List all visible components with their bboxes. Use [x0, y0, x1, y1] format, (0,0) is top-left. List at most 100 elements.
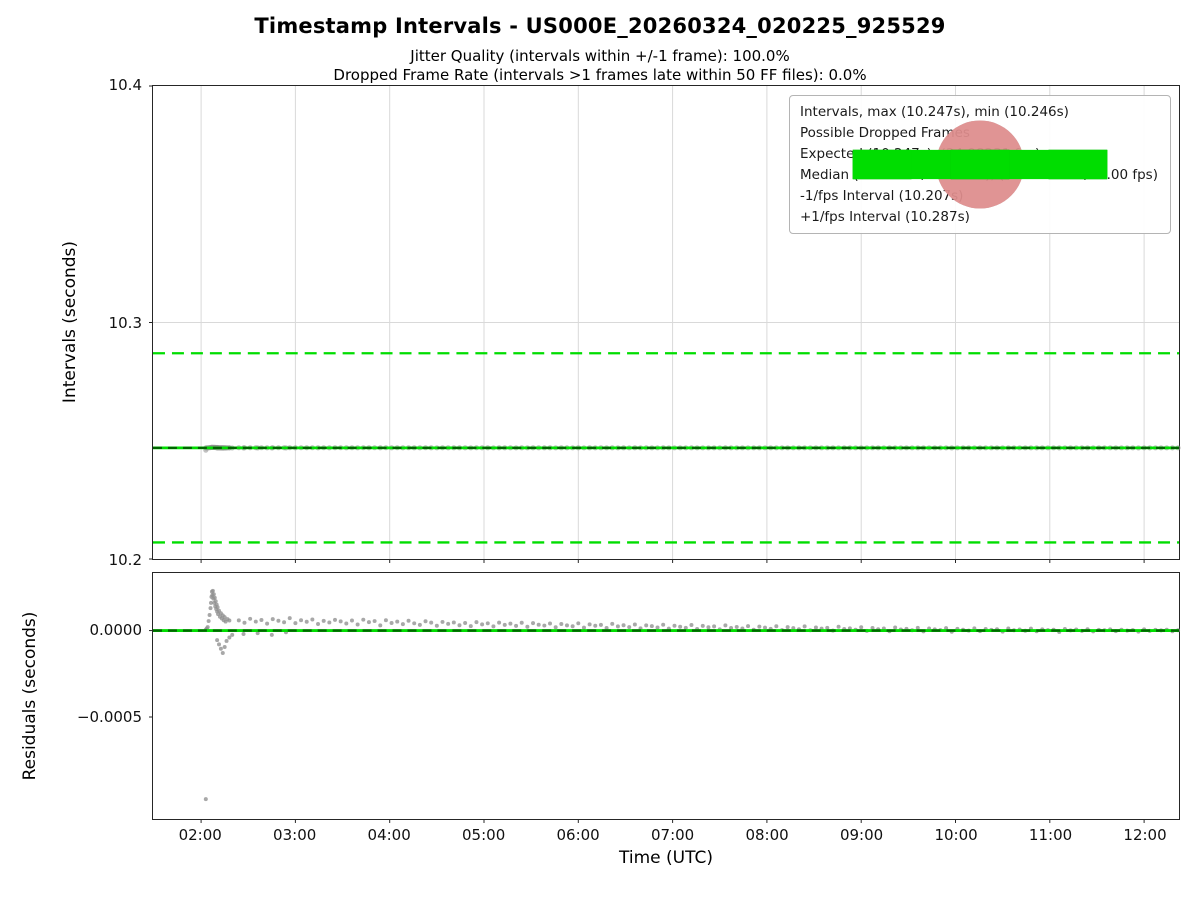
- residual-point: [570, 624, 575, 629]
- residual-point: [825, 625, 830, 630]
- residual-point: [683, 625, 688, 630]
- residual-point: [265, 621, 270, 626]
- residual-point: [417, 622, 422, 627]
- residual-point: [474, 620, 479, 625]
- legend-entry-label: Intervals, max (10.247s), min (10.246s): [799, 104, 1069, 120]
- residual-point: [689, 623, 694, 628]
- residual-point: [344, 621, 349, 626]
- x-tick-label: 11:00: [1028, 826, 1073, 844]
- residual-point: [378, 623, 383, 628]
- residual-point: [429, 620, 434, 625]
- residual-point: [253, 619, 258, 624]
- intervals-plot: Intervals, max (10.247s), min (10.246s) P…: [149, 85, 1181, 563]
- residual-point: [434, 623, 439, 628]
- residual-point: [593, 623, 598, 628]
- residual-point: [310, 617, 315, 622]
- residual-point: [757, 624, 762, 629]
- residual-point: [282, 620, 287, 625]
- residual-point: [207, 613, 212, 617]
- residual-point: [746, 624, 751, 629]
- residual-point: [581, 625, 586, 630]
- residual-point: [224, 638, 229, 643]
- residual-point: [706, 625, 711, 630]
- residual-point: [338, 619, 343, 624]
- residual-point: [525, 624, 530, 629]
- residual-point: [217, 642, 222, 647]
- chart-title: Timestamp Intervals - US000E_20260324_02…: [254, 14, 946, 38]
- residual-point: [230, 632, 235, 637]
- x-tick-label: 07:00: [650, 826, 695, 844]
- residual-point: [227, 635, 232, 640]
- residual-point: [485, 621, 490, 626]
- residual-point: [915, 625, 920, 630]
- residual-point: [893, 625, 898, 630]
- residuals-ylabel: Residuals (seconds): [20, 611, 40, 781]
- residual-point: [236, 618, 241, 623]
- residual-point: [227, 618, 232, 623]
- y-tick-label: 10.4: [108, 76, 142, 94]
- residual-point: [333, 617, 337, 622]
- residual-point: [678, 624, 683, 629]
- intervals-ylabel: Intervals (seconds): [60, 240, 80, 404]
- residual-point: [220, 651, 225, 656]
- residual-point: [610, 621, 615, 626]
- residual-point: [604, 625, 609, 630]
- residual-point: [508, 621, 513, 626]
- legend-entry: +1/fps Interval (10.287s): [799, 149, 1158, 225]
- residual-point: [446, 621, 451, 626]
- residual-point: [293, 621, 298, 626]
- residual-point: [383, 618, 388, 623]
- residual-point: [519, 620, 524, 625]
- legend-entry-label: +1/fps Interval (10.287s): [799, 209, 970, 225]
- x-tick-label: 05:00: [462, 826, 506, 844]
- residual-point: [615, 624, 620, 629]
- residual-point: [559, 622, 564, 626]
- residual-point: [395, 619, 400, 624]
- residual-point: [304, 619, 309, 624]
- xlabel-time-utc: Time (UTC): [619, 848, 713, 868]
- residual-point: [242, 620, 247, 625]
- x-tick-label: 06:00: [556, 826, 600, 844]
- residual-point: [389, 620, 394, 625]
- legend-entry-label: -1/fps Interval (10.207s): [799, 188, 964, 204]
- residual-point: [463, 620, 468, 625]
- residual-point: [480, 622, 485, 627]
- residual-point: [316, 622, 321, 626]
- residual-point: [813, 625, 818, 630]
- residuals-plot-canvas: [149, 588, 1181, 823]
- residual-point: [211, 592, 216, 597]
- residual-point: [655, 625, 660, 630]
- residual-point: [514, 623, 519, 628]
- residual-point: [423, 619, 428, 624]
- residual-point: [287, 616, 292, 621]
- y-tick-label: −0.0005: [76, 708, 142, 727]
- residual-point: [222, 615, 227, 620]
- residual-point: [355, 622, 360, 627]
- residual-point: [734, 624, 739, 629]
- residual-point: [212, 595, 217, 600]
- residual-point: [944, 626, 949, 631]
- residual-point: [255, 631, 260, 636]
- residual-point: [269, 632, 274, 637]
- residual-point: [632, 622, 637, 627]
- intervals-plot-canvas: [149, 85, 1181, 563]
- residual-point: [276, 618, 281, 623]
- residual-point: [763, 625, 768, 630]
- residual-point: [412, 621, 417, 626]
- residual-point: [621, 623, 626, 628]
- residual-point: [400, 622, 405, 627]
- residual-point: [587, 622, 592, 627]
- residual-point: [836, 624, 841, 629]
- residual-point: [215, 638, 220, 643]
- residual-point: [321, 618, 326, 623]
- x-tick-label: 10:00: [934, 826, 978, 844]
- residual-point: [564, 623, 569, 628]
- residual-point: [729, 625, 734, 630]
- residual-point: [366, 620, 371, 625]
- residual-point: [870, 625, 875, 630]
- x-tick-label: 12:00: [1123, 826, 1167, 844]
- legend: Intervals, max (10.247s), min (10.246s) P…: [788, 95, 1171, 234]
- residual-point: [213, 599, 218, 604]
- x-tick-label: 08:00: [745, 826, 789, 844]
- legend-line-marker: [852, 149, 1108, 180]
